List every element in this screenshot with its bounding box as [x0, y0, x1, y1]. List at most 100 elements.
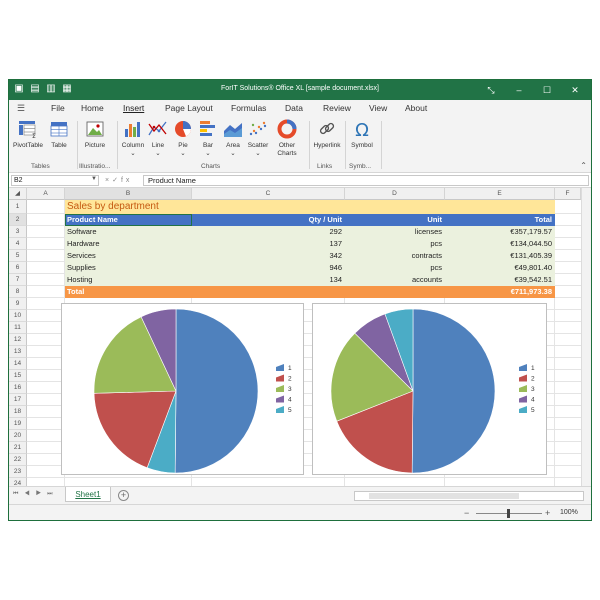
- row-header[interactable]: 2: [9, 214, 27, 226]
- table-cell[interactable]: Services: [65, 250, 192, 262]
- row-header[interactable]: 13: [9, 346, 27, 358]
- select-all-corner[interactable]: ◢: [9, 188, 27, 200]
- table-cell[interactable]: pcs: [345, 238, 445, 250]
- accept-formula-icon[interactable]: ✓: [112, 177, 121, 184]
- table-cell[interactable]: Hosting: [65, 274, 192, 286]
- save-as-icon[interactable]: ▤: [30, 83, 40, 94]
- column-chart-button[interactable]: Column ⌄: [119, 119, 147, 158]
- row-header[interactable]: 24: [9, 478, 27, 486]
- table-cell[interactable]: 292: [192, 226, 345, 238]
- table-cell[interactable]: Software: [65, 226, 192, 238]
- row-header[interactable]: 5: [9, 250, 27, 262]
- pie-chart-button[interactable]: Pie ⌄: [169, 119, 197, 158]
- table-cell[interactable]: Supplies: [65, 262, 192, 274]
- symbol-button[interactable]: Ω Symbol: [351, 120, 373, 149]
- table-cell[interactable]: €357,179.57: [445, 226, 555, 238]
- total-value-cell[interactable]: €711,973.38: [445, 286, 555, 298]
- pie-slice-2[interactable]: [336, 390, 414, 474]
- open-icon[interactable]: ▥: [46, 83, 56, 94]
- undo-icon[interactable]: ▦: [62, 83, 72, 94]
- sheet-title[interactable]: Sales by department: [65, 200, 555, 214]
- table-cell[interactable]: €39,542.51: [445, 274, 555, 286]
- save-icon[interactable]: ▣: [14, 83, 24, 94]
- table-cell[interactable]: €134,044.50: [445, 238, 555, 250]
- tab-home[interactable]: Home: [81, 103, 104, 113]
- area-chart-button[interactable]: Area ⌄: [219, 119, 247, 158]
- table-cell[interactable]: 137: [192, 238, 345, 250]
- row-header[interactable]: 15: [9, 370, 27, 382]
- row-header[interactable]: 10: [9, 310, 27, 322]
- row-header[interactable]: 22: [9, 454, 27, 466]
- row-header[interactable]: 11: [9, 322, 27, 334]
- pie-chart-2[interactable]: 1 2 3 4 5: [312, 303, 547, 475]
- total-empty-cell[interactable]: [192, 286, 445, 298]
- line-chart-button[interactable]: Line ⌄: [144, 119, 172, 158]
- column-header[interactable]: F: [555, 188, 581, 200]
- header-cell[interactable]: Total: [445, 214, 555, 226]
- restore-ribbon-icon[interactable]: ⤡: [487, 85, 495, 95]
- column-header[interactable]: C: [192, 188, 345, 200]
- close-button[interactable]: ✕: [571, 85, 579, 95]
- table-cell[interactable]: contracts: [345, 250, 445, 262]
- row-header[interactable]: 7: [9, 274, 27, 286]
- chevron-down-icon[interactable]: ▼: [91, 176, 97, 182]
- cancel-formula-icon[interactable]: ×: [105, 177, 113, 184]
- table-cell[interactable]: 946: [192, 262, 345, 274]
- row-header[interactable]: 12: [9, 334, 27, 346]
- row-header[interactable]: 4: [9, 238, 27, 250]
- picture-button[interactable]: Picture: [81, 119, 109, 150]
- column-header[interactable]: B: [65, 188, 192, 200]
- table-cell[interactable]: €49,801.40: [445, 262, 555, 274]
- tab-review[interactable]: Review: [323, 103, 351, 113]
- column-header[interactable]: D: [345, 188, 445, 200]
- table-cell[interactable]: accounts: [345, 274, 445, 286]
- column-header[interactable]: E: [445, 188, 555, 200]
- app-menu-icon[interactable]: ☰: [17, 103, 26, 113]
- tab-data[interactable]: Data: [285, 103, 303, 113]
- total-label-cell[interactable]: Total: [65, 286, 192, 298]
- horizontal-scrollbar[interactable]: [354, 491, 584, 501]
- table-cell[interactable]: 134: [192, 274, 345, 286]
- scroll-thumb[interactable]: [369, 493, 519, 499]
- row-header[interactable]: 23: [9, 466, 27, 478]
- header-cell[interactable]: Unit: [345, 214, 445, 226]
- row-header[interactable]: 19: [9, 418, 27, 430]
- pie-slice-2[interactable]: [93, 390, 177, 469]
- row-header[interactable]: 20: [9, 430, 27, 442]
- row-header[interactable]: 18: [9, 406, 27, 418]
- zoom-in-button[interactable]: +: [545, 508, 551, 518]
- row-header[interactable]: 3: [9, 226, 27, 238]
- add-sheet-icon[interactable]: +: [118, 490, 129, 501]
- pivottable-button[interactable]: Σ PivotTable: [13, 119, 43, 150]
- header-cell[interactable]: Qty / Unit: [192, 214, 345, 226]
- vertical-scrollbar[interactable]: [581, 188, 591, 486]
- fx-icon[interactable]: fx: [120, 177, 133, 184]
- tab-file[interactable]: File: [51, 103, 65, 113]
- row-header[interactable]: 9: [9, 298, 27, 310]
- sheet-nav-arrows[interactable]: ⏮◀▶⏭: [13, 491, 59, 497]
- sheet-tab-sheet1[interactable]: Sheet1: [65, 487, 111, 502]
- minimize-button[interactable]: –: [516, 85, 522, 95]
- row-header[interactable]: 21: [9, 442, 27, 454]
- table-cell[interactable]: licenses: [345, 226, 445, 238]
- table-cell[interactable]: 342: [192, 250, 345, 262]
- table-cell[interactable]: Hardware: [65, 238, 192, 250]
- header-cell[interactable]: Product Name: [65, 214, 192, 226]
- row-header[interactable]: 6: [9, 262, 27, 274]
- pie-slice-4[interactable]: [140, 308, 177, 392]
- tab-formulas[interactable]: Formulas: [231, 103, 267, 113]
- collapse-ribbon-icon[interactable]: ⌃: [580, 161, 587, 170]
- spreadsheet-grid[interactable]: ◢ A B C D E F 1 2 3 4 5 6 7 8 9 10 11 12 13 14 15 16 17 1…: [9, 188, 591, 486]
- formula-input[interactable]: Product Name: [143, 175, 589, 186]
- tab-page-layout[interactable]: Page Layout: [165, 103, 213, 113]
- tab-insert[interactable]: Insert: [123, 103, 145, 113]
- zoom-slider-handle[interactable]: [507, 509, 510, 518]
- other-charts-button[interactable]: Other Charts: [271, 119, 303, 158]
- pie-slice-1[interactable]: [411, 308, 496, 474]
- row-header[interactable]: 17: [9, 394, 27, 406]
- tab-about[interactable]: About: [405, 103, 428, 113]
- tab-view[interactable]: View: [369, 103, 388, 113]
- table-button[interactable]: Table: [45, 119, 73, 150]
- pie-chart-1[interactable]: 1 2 3 4 5: [61, 303, 304, 475]
- hyperlink-button[interactable]: Hyperlink: [311, 119, 343, 150]
